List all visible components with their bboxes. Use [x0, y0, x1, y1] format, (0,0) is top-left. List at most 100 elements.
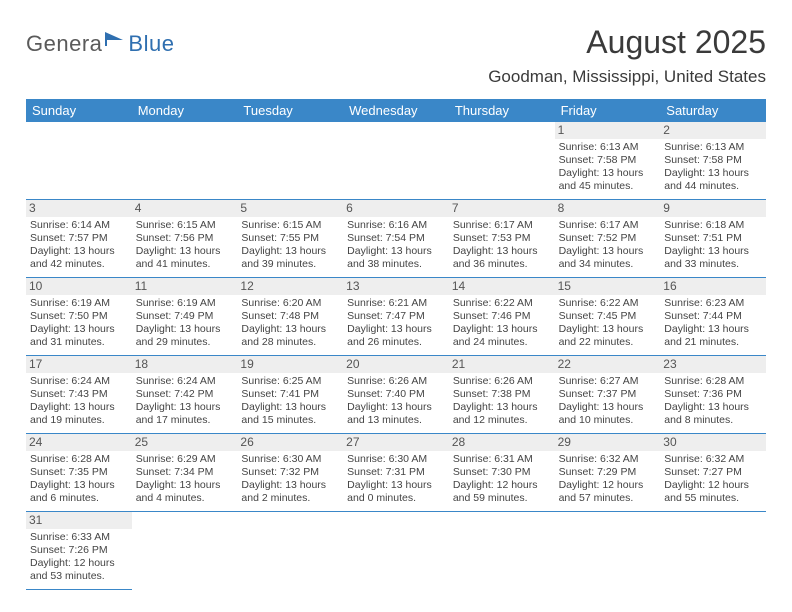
daylight-line1: Daylight: 13 hours [664, 167, 762, 180]
day-cell: 29Sunrise: 6:32 AMSunset: 7:29 PMDayligh… [555, 434, 661, 512]
day-info: Sunrise: 6:26 AMSunset: 7:40 PMDaylight:… [347, 375, 445, 428]
empty-cell [343, 122, 449, 200]
day-cell: 6Sunrise: 6:16 AMSunset: 7:54 PMDaylight… [343, 200, 449, 278]
daylight-line1: Daylight: 13 hours [453, 323, 551, 336]
day-cell: 17Sunrise: 6:24 AMSunset: 7:43 PMDayligh… [26, 356, 132, 434]
sunset-text: Sunset: 7:54 PM [347, 232, 445, 245]
day-number: 11 [132, 278, 238, 295]
daylight-line2: and 26 minutes. [347, 336, 445, 349]
day-cell: 11Sunrise: 6:19 AMSunset: 7:49 PMDayligh… [132, 278, 238, 356]
day-number: 5 [237, 200, 343, 217]
sunrise-text: Sunrise: 6:19 AM [136, 297, 234, 310]
day-cell: 5Sunrise: 6:15 AMSunset: 7:55 PMDaylight… [237, 200, 343, 278]
day-number: 19 [237, 356, 343, 373]
daylight-line2: and 44 minutes. [664, 180, 762, 193]
day-cell: 4Sunrise: 6:15 AMSunset: 7:56 PMDaylight… [132, 200, 238, 278]
sunset-text: Sunset: 7:40 PM [347, 388, 445, 401]
sunrise-text: Sunrise: 6:24 AM [30, 375, 128, 388]
daylight-line1: Daylight: 13 hours [347, 323, 445, 336]
logo: Genera Blue [26, 24, 174, 57]
sunset-text: Sunset: 7:52 PM [559, 232, 657, 245]
sunrise-text: Sunrise: 6:30 AM [347, 453, 445, 466]
day-info: Sunrise: 6:19 AMSunset: 7:50 PMDaylight:… [30, 297, 128, 350]
header-row: Genera Blue August 2025 Goodman, Mississ… [26, 24, 766, 87]
day-cell: 10Sunrise: 6:19 AMSunset: 7:50 PMDayligh… [26, 278, 132, 356]
empty-cell [26, 122, 132, 200]
sunrise-text: Sunrise: 6:27 AM [559, 375, 657, 388]
daylight-line1: Daylight: 12 hours [30, 557, 128, 570]
day-cell: 14Sunrise: 6:22 AMSunset: 7:46 PMDayligh… [449, 278, 555, 356]
empty-cell [449, 122, 555, 200]
day-cell: 24Sunrise: 6:28 AMSunset: 7:35 PMDayligh… [26, 434, 132, 512]
daylight-line1: Daylight: 13 hours [664, 245, 762, 258]
day-info: Sunrise: 6:30 AMSunset: 7:32 PMDaylight:… [241, 453, 339, 506]
day-number: 9 [660, 200, 766, 217]
daylight-line1: Daylight: 13 hours [347, 479, 445, 492]
day-cell: 3Sunrise: 6:14 AMSunset: 7:57 PMDaylight… [26, 200, 132, 278]
sunset-text: Sunset: 7:41 PM [241, 388, 339, 401]
day-info: Sunrise: 6:17 AMSunset: 7:52 PMDaylight:… [559, 219, 657, 272]
sunset-text: Sunset: 7:50 PM [30, 310, 128, 323]
day-info: Sunrise: 6:23 AMSunset: 7:44 PMDaylight:… [664, 297, 762, 350]
daylight-line1: Daylight: 13 hours [241, 401, 339, 414]
day-info: Sunrise: 6:28 AMSunset: 7:36 PMDaylight:… [664, 375, 762, 428]
daylight-line1: Daylight: 13 hours [664, 323, 762, 336]
day-info: Sunrise: 6:33 AMSunset: 7:26 PMDaylight:… [30, 531, 128, 584]
day-cell: 19Sunrise: 6:25 AMSunset: 7:41 PMDayligh… [237, 356, 343, 434]
day-cell: 13Sunrise: 6:21 AMSunset: 7:47 PMDayligh… [343, 278, 449, 356]
sunset-text: Sunset: 7:43 PM [30, 388, 128, 401]
daylight-line1: Daylight: 12 hours [559, 479, 657, 492]
sunrise-text: Sunrise: 6:14 AM [30, 219, 128, 232]
day-cell: 16 Sunrise: 6:23 AMSunset: 7:44 PMDayligh… [660, 278, 766, 356]
day-number: 29 [555, 434, 661, 451]
logo-text-blue: Blue [128, 31, 174, 57]
sunrise-text: Sunrise: 6:22 AM [453, 297, 551, 310]
day-number: 2 [660, 122, 766, 139]
sunrise-text: Sunrise: 6:30 AM [241, 453, 339, 466]
day-info: Sunrise: 6:31 AMSunset: 7:30 PMDaylight:… [453, 453, 551, 506]
sunset-text: Sunset: 7:27 PM [664, 466, 762, 479]
daylight-line1: Daylight: 13 hours [136, 401, 234, 414]
day-info: Sunrise: 6:18 AMSunset: 7:51 PMDaylight:… [664, 219, 762, 272]
day-info: Sunrise: 6:29 AMSunset: 7:34 PMDaylight:… [136, 453, 234, 506]
day-number: 22 [555, 356, 661, 373]
sunset-text: Sunset: 7:56 PM [136, 232, 234, 245]
day-cell: 26Sunrise: 6:30 AMSunset: 7:32 PMDayligh… [237, 434, 343, 512]
day-header: Tuesday [237, 99, 343, 122]
sunset-text: Sunset: 7:49 PM [136, 310, 234, 323]
daylight-line2: and 17 minutes. [136, 414, 234, 427]
day-cell: 2Sunrise: 6:13 AMSunset: 7:58 PMDaylight… [660, 122, 766, 200]
day-info: Sunrise: 6:13 AMSunset: 7:58 PMDaylight:… [559, 141, 657, 194]
sunrise-text: Sunrise: 6:17 AM [453, 219, 551, 232]
day-cell: 12Sunrise: 6:20 AMSunset: 7:48 PMDayligh… [237, 278, 343, 356]
sunset-text: Sunset: 7:51 PM [664, 232, 762, 245]
sunrise-text: Sunrise: 6:28 AM [664, 375, 762, 388]
day-number: 27 [343, 434, 449, 451]
sunset-text: Sunset: 7:47 PM [347, 310, 445, 323]
daylight-line2: and 12 minutes. [453, 414, 551, 427]
sunrise-text: Sunrise: 6:33 AM [30, 531, 128, 544]
sunrise-text: Sunrise: 6:24 AM [136, 375, 234, 388]
empty-cell [132, 122, 238, 200]
sunrise-text: Sunrise: 6:28 AM [30, 453, 128, 466]
sunset-text: Sunset: 7:48 PM [241, 310, 339, 323]
daylight-line1: Daylight: 12 hours [664, 479, 762, 492]
sunset-text: Sunset: 7:35 PM [30, 466, 128, 479]
sunset-text: Sunset: 7:58 PM [664, 154, 762, 167]
day-number: 15 [555, 278, 661, 295]
sunrise-text: Sunrise: 6:23 AM [664, 297, 762, 310]
daylight-line2: and 22 minutes. [559, 336, 657, 349]
sunrise-text: Sunrise: 6:26 AM [347, 375, 445, 388]
day-number: 6 [343, 200, 449, 217]
daylight-line1: Daylight: 13 hours [559, 401, 657, 414]
day-info: Sunrise: 6:15 AMSunset: 7:56 PMDaylight:… [136, 219, 234, 272]
day-number: 30 [660, 434, 766, 451]
daylight-line1: Daylight: 13 hours [241, 245, 339, 258]
empty-cell [237, 122, 343, 200]
daylight-line2: and 55 minutes. [664, 492, 762, 505]
daylight-line2: and 45 minutes. [559, 180, 657, 193]
sunset-text: Sunset: 7:34 PM [136, 466, 234, 479]
daylight-line1: Daylight: 13 hours [664, 401, 762, 414]
day-number: 16 [660, 278, 766, 295]
day-cell: 1Sunrise: 6:13 AMSunset: 7:58 PMDaylight… [555, 122, 661, 200]
